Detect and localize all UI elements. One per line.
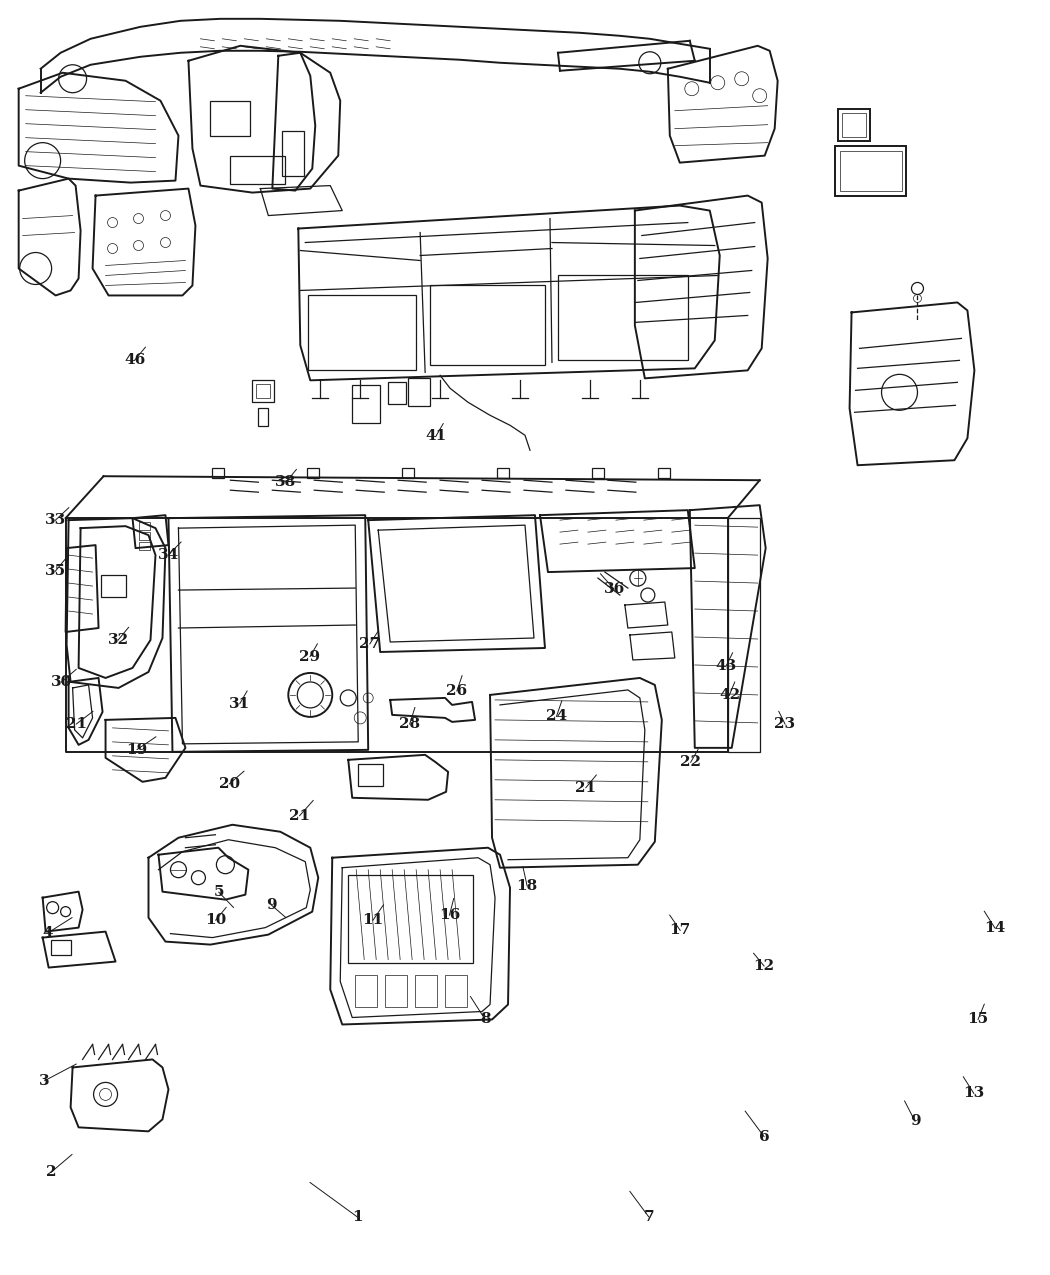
Bar xyxy=(309,296,416,370)
Bar xyxy=(355,974,377,1006)
Text: 10: 10 xyxy=(205,913,227,927)
Bar xyxy=(497,468,509,478)
Bar xyxy=(358,764,383,785)
Bar xyxy=(728,518,760,752)
Text: 21: 21 xyxy=(66,717,87,731)
Text: 5: 5 xyxy=(213,885,224,899)
Bar xyxy=(139,523,150,530)
Text: 33: 33 xyxy=(44,514,66,528)
Text: 28: 28 xyxy=(399,717,420,731)
Text: 27: 27 xyxy=(359,638,380,650)
Text: 7: 7 xyxy=(644,1210,654,1224)
Bar xyxy=(349,875,474,963)
Bar xyxy=(840,150,902,190)
Bar xyxy=(388,382,406,404)
Text: 3: 3 xyxy=(40,1074,50,1088)
Text: 38: 38 xyxy=(275,476,296,490)
Text: 36: 36 xyxy=(604,583,625,597)
Text: 29: 29 xyxy=(299,649,320,663)
Text: 21: 21 xyxy=(289,808,310,822)
Text: 32: 32 xyxy=(107,634,129,646)
Text: 22: 22 xyxy=(680,755,701,769)
Bar xyxy=(558,275,688,361)
Text: 2: 2 xyxy=(46,1165,57,1179)
Text: 16: 16 xyxy=(439,908,460,922)
Bar xyxy=(402,468,414,478)
Text: 23: 23 xyxy=(775,717,796,731)
Bar xyxy=(139,542,150,550)
Text: 30: 30 xyxy=(50,674,72,688)
Text: 9: 9 xyxy=(909,1114,921,1128)
Text: 13: 13 xyxy=(963,1086,985,1100)
Bar xyxy=(657,468,670,478)
Bar xyxy=(50,940,70,955)
Bar xyxy=(252,380,274,403)
Bar xyxy=(308,468,319,478)
Text: 35: 35 xyxy=(45,565,66,579)
Text: 4: 4 xyxy=(43,926,54,940)
Bar xyxy=(408,379,430,407)
Bar xyxy=(101,575,126,597)
Text: 20: 20 xyxy=(218,776,239,790)
Bar xyxy=(256,384,270,398)
Text: 41: 41 xyxy=(425,430,446,444)
Bar xyxy=(385,974,407,1006)
Text: 9: 9 xyxy=(266,898,276,912)
Text: 21: 21 xyxy=(575,780,596,794)
Text: 24: 24 xyxy=(546,709,567,723)
Text: 42: 42 xyxy=(719,687,740,701)
Text: 46: 46 xyxy=(124,353,146,367)
Bar xyxy=(139,532,150,541)
Text: 34: 34 xyxy=(158,548,180,562)
Text: 18: 18 xyxy=(517,878,538,892)
Text: 11: 11 xyxy=(362,913,383,927)
Text: 43: 43 xyxy=(716,658,737,672)
Bar xyxy=(415,974,437,1006)
Text: 6: 6 xyxy=(759,1130,770,1144)
Bar xyxy=(210,101,250,135)
Bar xyxy=(838,108,869,140)
Text: 14: 14 xyxy=(984,921,1006,935)
Text: 8: 8 xyxy=(480,1012,490,1026)
Text: 31: 31 xyxy=(229,696,250,710)
Bar xyxy=(352,385,380,423)
Text: 12: 12 xyxy=(754,959,775,973)
Bar xyxy=(282,130,304,176)
Text: 19: 19 xyxy=(126,742,148,756)
Text: 15: 15 xyxy=(967,1012,988,1026)
Bar xyxy=(835,145,906,195)
Bar xyxy=(258,408,269,426)
Bar xyxy=(842,112,865,136)
Bar xyxy=(430,286,545,366)
Bar xyxy=(230,156,286,184)
Bar xyxy=(592,468,604,478)
Bar xyxy=(445,974,467,1006)
Text: 26: 26 xyxy=(446,683,467,697)
Text: 1: 1 xyxy=(352,1210,362,1224)
Text: 17: 17 xyxy=(670,923,691,937)
Bar xyxy=(212,468,225,478)
